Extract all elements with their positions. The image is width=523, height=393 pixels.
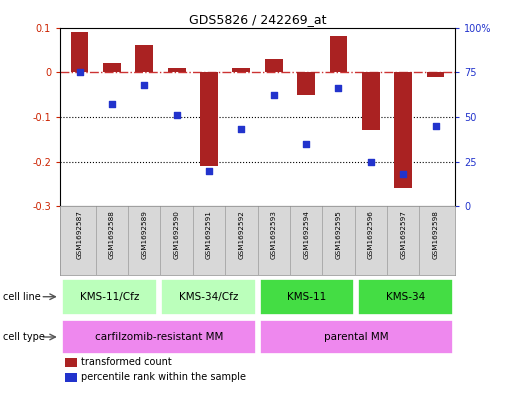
Point [302,141,310,147]
Text: GSM1692595: GSM1692595 [335,210,342,259]
Bar [259,320,453,354]
Bar [259,279,354,315]
Text: GSM1692589: GSM1692589 [141,210,147,259]
Point [237,126,246,132]
Point [269,92,278,99]
Bar [394,72,412,188]
Text: GSM1692594: GSM1692594 [303,210,309,259]
Bar [168,68,186,72]
Point [399,171,407,177]
Text: KMS-34: KMS-34 [386,292,425,302]
Bar [62,279,157,315]
Text: cell line: cell line [3,292,40,302]
Point [334,85,343,92]
Text: GSM1692598: GSM1692598 [433,210,439,259]
Bar [71,32,88,72]
Point [75,69,84,75]
Bar [362,72,380,130]
Bar [135,45,153,72]
Title: GDS5826 / 242269_at: GDS5826 / 242269_at [189,13,326,26]
Bar [161,279,256,315]
Text: GSM1692588: GSM1692588 [109,210,115,259]
Text: GSM1692592: GSM1692592 [238,210,244,259]
Text: cell type: cell type [3,332,44,342]
Text: carfilzomib-resistant MM: carfilzomib-resistant MM [95,332,223,342]
Text: percentile rank within the sample: percentile rank within the sample [81,372,246,382]
Text: GSM1692587: GSM1692587 [76,210,83,259]
Bar [427,72,445,77]
Bar [103,63,121,72]
Bar [265,59,282,72]
Point [431,123,440,129]
Text: GSM1692593: GSM1692593 [271,210,277,259]
Bar [62,320,256,354]
Bar [329,37,347,72]
Point [108,101,116,108]
Text: KMS-11: KMS-11 [287,292,326,302]
Bar [358,279,453,315]
Text: GSM1692590: GSM1692590 [174,210,180,259]
Text: GSM1692591: GSM1692591 [206,210,212,259]
Bar [200,72,218,166]
Text: KMS-11/Cfz: KMS-11/Cfz [80,292,139,302]
Point [205,167,213,174]
Bar [233,68,251,72]
Text: KMS-34/Cfz: KMS-34/Cfz [178,292,238,302]
Point [140,82,149,88]
Text: parental MM: parental MM [324,332,389,342]
Text: transformed count: transformed count [81,357,172,367]
Text: GSM1692596: GSM1692596 [368,210,374,259]
Bar [297,72,315,95]
Point [173,112,181,118]
Point [367,158,375,165]
Text: GSM1692597: GSM1692597 [400,210,406,259]
